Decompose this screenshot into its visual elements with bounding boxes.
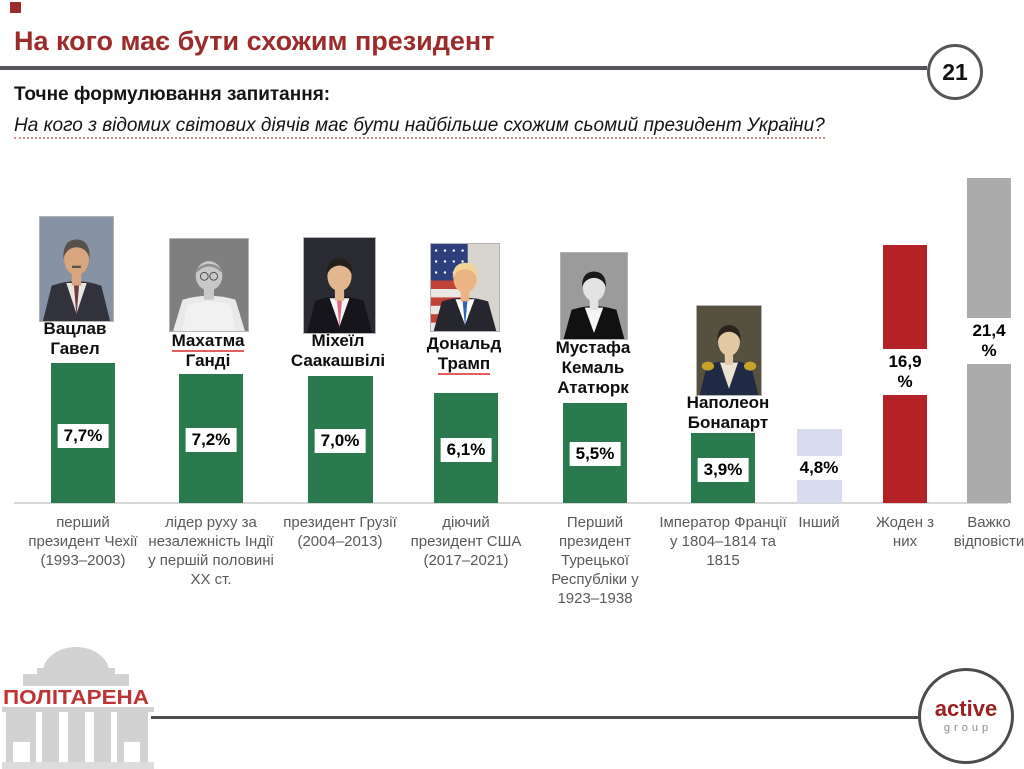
bar-value-label-col-8: 16,9 % (882, 349, 928, 395)
portrait-photo-col-6 (696, 305, 762, 396)
footer-divider-line (151, 716, 920, 719)
person-name-line: Гавел (50, 339, 100, 358)
politarena-logo: ПОЛІТАРЕНА (2, 643, 154, 769)
person-name-col-4: Дональд Трамп (389, 334, 539, 375)
portrait-photo-col-5 (560, 252, 628, 340)
header-divider-line (0, 66, 927, 70)
portrait-photo-col-3 (302, 237, 376, 334)
bar-caption-col-5: Перший президент Турецької Республіки у … (551, 514, 639, 607)
question-label: Точне формулювання запитання: (14, 84, 331, 105)
politarena-wordmark: ПОЛІТАРЕНА (3, 687, 149, 709)
politarena-building (2, 647, 154, 769)
person-name-col-1: Вацлав Гавел (0, 319, 150, 359)
person-name-line: Міхеїл (311, 331, 365, 350)
active-group-logo-group: group (943, 722, 993, 734)
bar-caption-col-9: Важко відповісти (953, 514, 1024, 550)
person-name-line: Ганді (185, 351, 231, 370)
person-name-line: Мустафа (555, 338, 631, 357)
question-text: На кого з відомих світових діячів має бу… (14, 115, 825, 139)
page-number: 21 (942, 58, 968, 85)
x-axis-line (14, 502, 1008, 504)
building-pediment (23, 674, 129, 686)
person-name-col-2: Махатма Ганді (133, 331, 283, 371)
portrait-photo-col-1 (38, 216, 114, 322)
portrait-photo-col-2 (169, 238, 249, 332)
building-dome (43, 647, 109, 672)
bar-caption-col-2: лідер руху за незалежність Індії у перші… (148, 514, 274, 588)
bar-value-label-col-9: 21,4 % (966, 318, 1012, 364)
bar-caption-col-6: Імператор Франції у 1804–1814 та 1815 (659, 514, 787, 569)
person-name-col-6: Наполеон Бонапарт (653, 393, 803, 433)
slide-corner-mark (10, 2, 21, 13)
bar-value-label-col-3: 7,0% (314, 429, 366, 453)
active-group-logo-active: active (934, 696, 998, 721)
bar-caption-col-1: перший президент Чехії (1993–2003) (28, 514, 138, 569)
bar-value-label-col-6: 3,9% (697, 458, 749, 482)
page-number-badge: 21 (927, 44, 983, 100)
person-name-line: Махатма (171, 331, 245, 352)
bar-value-label-col-7: 4,8% (793, 456, 845, 480)
person-name-col-5: Мустафа Кемаль Ататюрк (518, 338, 668, 398)
bar-caption-col-7: Інший (798, 514, 840, 531)
slide-title: На кого має бути схожим президент (14, 26, 495, 56)
building-steps (2, 762, 154, 769)
active-group-logo: active group (918, 668, 1014, 764)
person-name-line: Бонапарт (687, 413, 769, 432)
person-name-line: Кемаль (561, 358, 625, 377)
person-name-line: Наполеон (686, 393, 770, 412)
bar-caption-col-3: президент Грузії (2004–2013) (283, 514, 397, 550)
person-name-line: Трамп (437, 354, 491, 375)
bar-caption-col-4: діючий президент США (2017–2021) (410, 514, 522, 569)
bar-value-label-col-1: 7,7% (57, 424, 109, 448)
person-name-line: Дональд (426, 334, 502, 353)
person-name-line: Вацлав (43, 319, 107, 338)
person-name-col-3: Міхеїл Саакашвілі (263, 331, 413, 371)
bar-caption-col-8: Жоден з них (875, 514, 935, 550)
bar-value-label-col-4: 6,1% (440, 438, 492, 462)
person-name-line: Ататюрк (557, 378, 629, 397)
person-name-line: Саакашвілі (290, 351, 386, 370)
bar-value-label-col-5: 5,5% (569, 442, 621, 466)
bar-value-label-col-2: 7,2% (185, 428, 237, 452)
portrait-photo-col-4 (430, 243, 500, 332)
